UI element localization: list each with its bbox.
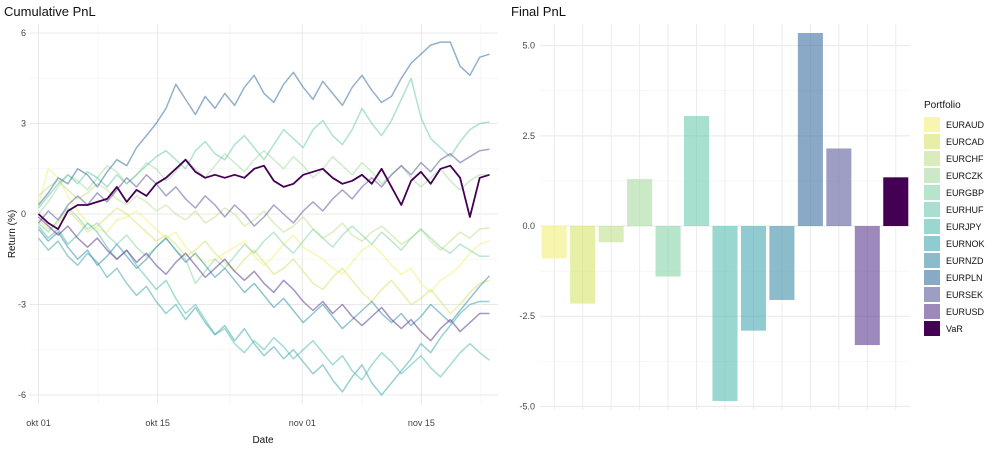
legend-swatch-eursek [924,287,940,302]
legend-swatch-eurusd [924,304,940,319]
legend-swatch-eurczk [924,168,940,183]
bar-eurjpy [712,226,738,401]
legend-title: Portfolio [924,100,961,111]
line-chart-y-ticks: -6 -3 0 3 6 [18,28,26,400]
series-line-eurnok [37,237,490,396]
bar-eurgbp [655,226,681,277]
legend-swatch-eurchf [924,151,940,166]
legend-swatch-eurcad [924,134,940,149]
y-tick-label: 2.5 [522,131,535,141]
legend-label-eurczk: EURCZK [946,171,983,181]
series-line-eurpln [37,41,490,206]
final-pnl-chart: Final PnL -5.0 -2.5 0.0 2.5 5.0 Portfolio EU… [511,4,985,411]
series-line-eurcad [37,207,490,315]
series-line-eursek [37,148,490,227]
bar-eurnok [740,226,766,331]
legend-label-var: VaR [946,324,963,334]
legend-label-eurnok: EURNOK [946,239,985,249]
legend-label-eurhuf: EURHUF [946,205,984,215]
y-tick-label: 0.0 [522,221,535,231]
series-line-eurhuf [37,77,490,209]
cumulative-pnl-chart: Cumulative PnL -6 -3 0 3 6 okt 01 okt 15 nov 0… [4,4,498,446]
y-tick-label: 6 [21,28,26,38]
legend-label-eurusd: EURUSD [946,307,985,317]
legend-label-eurjpy: EURJPY [946,222,982,232]
y-tick-label: -5.0 [519,401,535,411]
bar-eurchf [598,226,624,243]
bar-eursek [826,148,852,227]
y-tick-label: 5.0 [522,41,535,51]
series-line-eurusd [37,216,490,342]
x-tick-label: okt 01 [26,418,51,428]
legend-swatch-eurgbp [924,185,940,200]
bar-chart-title: Final PnL [511,4,566,19]
legend-swatch-eurnok [924,236,940,251]
series-line-var [37,158,490,231]
legend-label-eurgbp: EURGBP [946,188,984,198]
series-line-eurgbp [37,207,490,285]
bar-chart-y-ticks: -5.0 -2.5 0.0 2.5 5.0 [519,41,535,412]
x-tick-label: nov 01 [289,418,316,428]
line-chart-x-ticks: okt 01 okt 15 nov 01 nov 15 [26,418,435,428]
portfolio-legend: Portfolio EURAUD EURCAD EURCHF EURCZK EURGBP… [924,100,985,336]
y-tick-label: 0 [21,209,26,219]
legend-label-eurcad: EURCAD [946,137,985,147]
legend-label-eursek: EURSEK [946,290,983,300]
legend-label-eurpln: EURPLN [946,273,983,283]
x-tick-label: okt 15 [145,418,170,428]
bar-eurnzd [769,226,795,300]
bar-euraud [541,226,567,259]
bar-eurhuf [684,115,710,227]
legend-swatch-var [924,321,940,336]
legend-label-eurchf: EURCHF [946,154,984,164]
bar-chart-bars [541,33,909,401]
y-tick-label: -2.5 [519,311,535,321]
legend-swatch-eurpln [924,270,940,285]
line-chart-gridlines [30,24,498,404]
legend-swatch-eurhuf [924,202,940,217]
legend-swatch-eurjpy [924,219,940,234]
bar-eurczk [627,179,653,227]
line-chart-y-label: Return (%) [7,210,18,258]
series-line-euraud [37,168,490,294]
legend-swatch-euraud [924,117,940,132]
legend-swatch-eurnzd [924,253,940,268]
legend-label-euraud: EURAUD [946,120,985,130]
bar-eurusd [854,226,880,346]
y-tick-label: 3 [21,119,26,129]
x-tick-label: nov 15 [408,418,435,428]
series-line-eurczk [37,149,490,215]
y-tick-label: -6 [18,390,26,400]
line-chart-x-label: Date [252,435,274,446]
bar-eurcad [570,226,596,304]
line-chart-title: Cumulative PnL [4,4,96,19]
y-tick-label: -3 [18,299,26,309]
bar-var [883,177,909,227]
bar-eurpln [797,33,823,227]
legend-label-eurnzd: EURNZD [946,256,984,266]
line-chart-series [37,41,491,396]
